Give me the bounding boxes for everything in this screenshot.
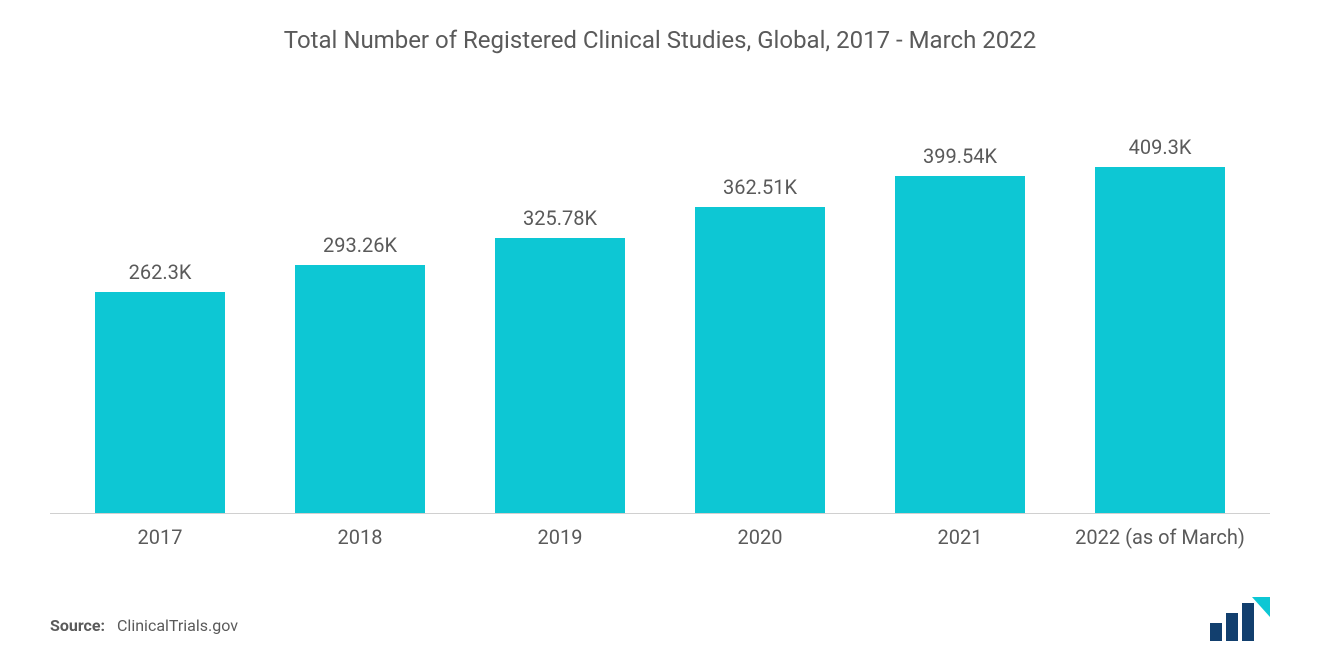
bar-group: 409.3K bbox=[1060, 135, 1260, 513]
bar-group: 362.51K bbox=[660, 175, 860, 513]
source-label: Source: bbox=[50, 616, 105, 635]
bar-group: 262.3K bbox=[60, 260, 260, 513]
bar bbox=[95, 292, 225, 513]
bar-value-label: 409.3K bbox=[1129, 135, 1192, 159]
bar bbox=[1095, 167, 1225, 513]
bar-group: 399.54K bbox=[860, 144, 1060, 513]
bar-value-label: 399.54K bbox=[923, 144, 997, 168]
chart-title: Total Number of Registered Clinical Stud… bbox=[50, 26, 1270, 54]
x-axis-label: 2017 bbox=[60, 524, 260, 550]
x-axis-label: 2022 (as of March) bbox=[1060, 524, 1260, 550]
x-axis-label: 2019 bbox=[460, 524, 660, 550]
chart-plot-area: 262.3K 293.26K 325.78K 362.51K 399.54K 4… bbox=[50, 94, 1270, 514]
brand-logo-icon bbox=[1210, 597, 1270, 641]
x-axis-label: 2020 bbox=[660, 524, 860, 550]
x-axis-label: 2021 bbox=[860, 524, 1060, 550]
bar bbox=[895, 176, 1025, 513]
x-axis-label: 2018 bbox=[260, 524, 460, 550]
bar-value-label: 262.3K bbox=[129, 260, 192, 284]
x-axis-labels: 2017 2018 2019 2020 2021 2022 (as of Mar… bbox=[50, 524, 1270, 550]
bar-group: 325.78K bbox=[460, 206, 660, 513]
bar bbox=[295, 265, 425, 513]
source-citation: Source: ClinicalTrials.gov bbox=[50, 616, 238, 635]
bar-value-label: 293.26K bbox=[323, 233, 397, 257]
bar-value-label: 362.51K bbox=[723, 175, 797, 199]
bar bbox=[495, 238, 625, 513]
source-text: ClinicalTrials.gov bbox=[117, 616, 238, 635]
bar-value-label: 325.78K bbox=[523, 206, 597, 230]
bar-group: 293.26K bbox=[260, 233, 460, 513]
bar bbox=[695, 207, 825, 513]
